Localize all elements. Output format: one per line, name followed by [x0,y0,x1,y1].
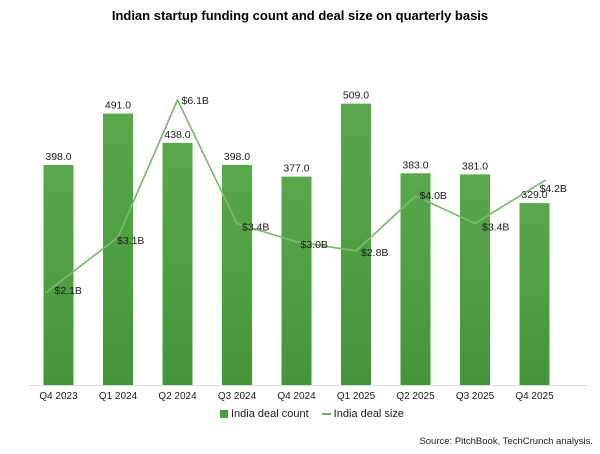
chart-legend: India deal count India deal size [12,408,600,420]
bar [222,164,252,385]
deal-size-line [45,99,547,294]
x-axis-label: Q3 2024 [218,391,257,402]
x-axis-label: Q4 2023 [39,391,78,402]
x-axis-label: Q3 2025 [456,391,495,402]
bar-value-label: 329.0 [521,189,547,201]
bar [281,176,312,385]
legend-item-deal-size: India deal size [321,408,404,420]
bar-value-label: 398.0 [224,151,250,163]
bar-value-label: 438.0 [164,129,190,141]
bar [400,173,431,385]
bar-value-label: 383.0 [402,159,428,171]
bar [341,103,371,385]
line-series-swatch-icon [321,413,331,415]
line-value-label: $2.1B [55,285,82,297]
line-value-label: $2.8B [361,247,388,259]
bar-value-label: 491.0 [105,100,131,112]
source-attribution: Source: PitchBook, TechCrunch analysis. [419,436,593,447]
bar [103,113,133,386]
x-axis-label: Q4 2025 [515,391,554,402]
line-value-label: $4.2B [540,183,567,195]
x-axis-label: Q1 2024 [99,391,138,402]
bar-value-label: 381.0 [462,160,488,172]
bar-value-label: 377.0 [283,163,309,175]
bar-series-swatch-icon [220,410,228,418]
bar [519,203,550,385]
line-value-label: $6.1B [182,95,209,107]
bar [460,174,490,385]
x-axis-label: Q4 2024 [277,391,316,402]
legend-item-deal-count: India deal count [220,408,309,420]
bar-value-label: 398.0 [45,151,71,163]
line-value-label: $3.1B [117,235,144,247]
x-axis-label: Q2 2024 [158,391,197,402]
line-value-label: $3.0B [301,239,328,251]
line-value-label: $3.4B [482,221,509,233]
line-value-label: $3.4B [242,221,269,233]
line-value-label: $4.0B [420,190,447,202]
chart-title: Indian startup funding count and deal si… [111,8,489,23]
x-axis-label: Q1 2025 [337,391,376,402]
legend-label-deal-size: India deal size [333,408,404,420]
legend-label-deal-count: India deal count [231,408,309,420]
bar-value-label: 509.0 [343,90,369,102]
bar [162,142,193,385]
x-axis-label: Q2 2025 [396,391,435,402]
